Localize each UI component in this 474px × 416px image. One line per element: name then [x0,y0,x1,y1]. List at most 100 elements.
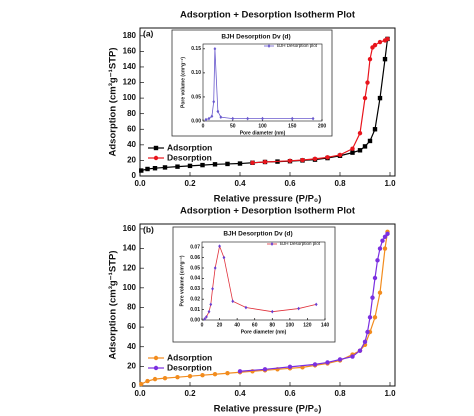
y-tick-label: 0.05 [190,265,200,271]
marker [187,373,193,379]
y-axis-label: Pore volume (cm³g⁻¹) [179,255,185,306]
x-tick-label: 0.4 [234,179,246,188]
marker [357,130,363,136]
x-tick-label: 0 [202,123,205,129]
marker [357,148,363,153]
marker [153,155,159,161]
legend-label: Adsorption [167,142,212,152]
panel-label: (b) [143,224,154,234]
marker [370,45,375,50]
marker [211,286,214,291]
marker [350,146,355,151]
y-tick-label: 0.10 [191,70,201,76]
x-tick-label: 100 [286,322,295,328]
y-tick-label: 40 [127,140,136,149]
marker [337,152,343,158]
marker [370,295,375,300]
legend-label: Adsorption [167,352,212,362]
y-tick-label: 80 [127,109,136,118]
marker [145,166,150,172]
y-tick-label: 0.06 [190,255,200,261]
marker [207,309,211,314]
x-tick-label: 140 [321,322,330,328]
x-tick-label: 0.8 [334,179,346,188]
legend-label: Desorption [167,152,212,162]
marker [187,163,193,169]
chart-title: Adsorption + Desorption Isotherm Plot [180,206,356,217]
marker [262,159,268,165]
marker [153,355,159,361]
marker [237,161,243,166]
x-tick-label: 0.8 [334,389,346,398]
marker [246,116,250,121]
marker [139,381,144,387]
y-tick-label: 120 [123,78,137,87]
marker [244,305,248,310]
marker [314,302,318,307]
marker [365,329,370,335]
inset-frame [172,226,336,343]
marker [212,162,218,167]
marker [297,306,301,311]
y-tick-label: 100 [123,283,137,292]
x-tick-label: 0.2 [184,179,196,188]
x-tick-label: 0.2 [184,389,196,398]
x-axis-label: Pore diameter (nm) [241,329,287,335]
y-tick-label: 160 [123,46,137,55]
y-tick-label: 140 [123,62,137,71]
plot-frame [139,27,396,177]
marker [231,116,235,121]
marker [372,275,378,281]
x-tick-label: 150 [288,123,297,129]
x-tick-label: 100 [258,123,267,129]
marker [337,357,343,362]
y-axis-label: Pore volume (cm³g⁻¹) [180,57,186,108]
y-tick-label: 0 [132,171,137,180]
marker [377,39,383,45]
marker [377,246,383,251]
marker [225,371,230,376]
marker [367,56,373,62]
marker [300,157,305,163]
marker [175,374,180,380]
marker [377,290,383,295]
marker [203,317,207,321]
marker [382,246,388,251]
marker [287,364,293,370]
legend-label: BJH Desorption plot [277,43,318,48]
marker [350,150,355,155]
marker [377,95,383,101]
chart-title: BJH Desorption Dv (d) [223,231,292,238]
marker [362,144,368,149]
marker [219,115,223,119]
x-axis-label: Relative pressure (P/P₀) [214,404,322,415]
marker [237,369,243,374]
x-tick-label: 1.0 [384,179,396,188]
y-tick-label: 140 [123,244,137,253]
marker [357,348,363,353]
marker [213,266,217,270]
x-tick-label: 20 [217,322,223,328]
x-tick-label: 0.0 [134,389,146,398]
y-tick-label: 20 [127,156,136,165]
y-tick-label: 120 [123,263,137,272]
marker [231,299,235,304]
y-tick-label: 40 [127,342,136,351]
marker [261,116,264,121]
marker [152,376,158,382]
y-tick-label: 0.05 [191,94,201,100]
marker [209,302,213,307]
marker [362,339,368,345]
plot-frame [201,241,326,321]
x-tick-label: 200 [318,123,327,129]
x-tick-label: 80 [270,322,276,328]
y-tick-label: 0.02 [190,297,200,303]
y-tick-label: 160 [123,224,137,233]
marker [207,116,211,121]
x-tick-label: 0.0 [134,179,146,188]
marker [382,234,388,239]
marker [153,145,159,151]
y-tick-label: 0.01 [190,307,200,313]
y-axis-label: Adsorption (cm³g⁻¹STP) [108,48,119,157]
